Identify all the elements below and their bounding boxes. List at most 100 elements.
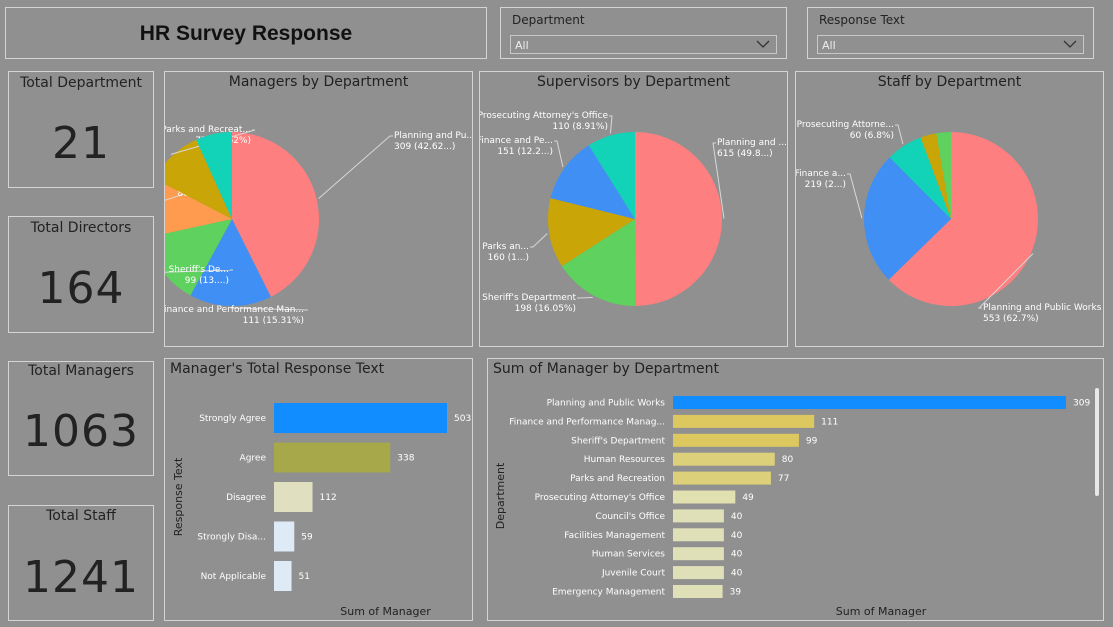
kpi-value: 164 [37, 263, 125, 314]
kpi-total-department: Total Department 21 [8, 71, 154, 188]
pie-leader-line [554, 140, 564, 167]
response-text-dropdown-value: All [822, 39, 836, 52]
pie-slice-value-label: 99 (13....) [185, 276, 229, 286]
data-label: 49 [742, 493, 754, 503]
scrollbar[interactable] [1095, 388, 1099, 496]
data-label: 338 [397, 454, 414, 464]
pie-slice[interactable] [165, 139, 232, 219]
dashboard-title: HR Survey Response [139, 22, 353, 45]
bar[interactable] [673, 433, 799, 447]
department-slicer: Department All [500, 7, 787, 59]
bar[interactable] [673, 414, 815, 428]
pie-slice[interactable] [165, 179, 232, 238]
chart-title: Supervisors by Department [537, 74, 730, 90]
pie-slice[interactable] [561, 219, 636, 306]
bar-chart: Strongly Agree 503 Agree 338 Disagree 112 Stro… [172, 403, 471, 618]
bar[interactable] [274, 561, 292, 591]
pie-leader-line [318, 135, 393, 199]
pie-slice-label: Planning and Public Works [983, 303, 1102, 313]
pie-slice[interactable] [635, 132, 722, 306]
title-card: HR Survey Response [5, 7, 487, 59]
manager-total-response-text-chart[interactable]: Manager's Total Response Text Strongly A… [164, 358, 473, 621]
bar[interactable] [673, 509, 724, 523]
y-axis-label: Department [494, 462, 507, 529]
pie-slice-label: Sheriff's Department [482, 293, 576, 303]
bar[interactable] [673, 585, 723, 598]
chevron-down-icon [1063, 40, 1077, 48]
pie-slice-label: Finance a... [796, 169, 846, 179]
x-axis-label: Sum of Manager [836, 605, 927, 618]
bar-chart: Planning and Public Works 309 Finance and … [494, 396, 1090, 618]
pie-slice-value-label: 160 (1...) [488, 253, 529, 263]
bar[interactable] [274, 403, 447, 433]
pie-slice[interactable] [864, 157, 951, 280]
pie-slice[interactable] [550, 145, 635, 219]
bar[interactable] [673, 490, 736, 504]
kpi-value: 1063 [23, 406, 139, 457]
pie-slice-value-label: 198 (16.05%) [515, 304, 576, 314]
y-axis-label: Response Text [172, 457, 185, 536]
pie-leader-line [977, 253, 1034, 309]
pie-slice[interactable] [936, 132, 951, 219]
category-label: Human Services [592, 550, 666, 560]
pie-slice[interactable] [548, 198, 635, 267]
data-label: 59 [301, 533, 313, 543]
category-label: Not Applicable [201, 572, 267, 582]
data-label: 40 [731, 569, 743, 579]
managers-by-department-chart[interactable]: Managers by Department Planning and Pu..… [164, 71, 473, 347]
staff-by-department-chart[interactable]: Staff by Department Planning and Public … [795, 71, 1104, 347]
kpi-total-managers: Total Managers 1063 [8, 361, 154, 476]
pie-leader-line [170, 129, 256, 155]
pie-slice[interactable] [920, 133, 951, 219]
department-dropdown-value: All [515, 39, 529, 52]
bar[interactable] [673, 528, 724, 542]
category-label: Juvenile Court [601, 569, 666, 579]
supervisors-by-department-chart[interactable]: Supervisors by Department Planning and .… [479, 71, 788, 347]
bar[interactable] [673, 452, 775, 466]
category-label: Sheriff's Department [571, 436, 665, 446]
bar[interactable] [274, 521, 295, 552]
department-dropdown[interactable]: All [510, 35, 777, 54]
pie-slice[interactable] [588, 132, 635, 219]
pie-slice[interactable] [165, 219, 232, 296]
pie-slice[interactable] [888, 132, 1038, 306]
pie-slice-value-label: 309 (42.62...) [394, 142, 455, 152]
bar[interactable] [274, 482, 313, 512]
department-slicer-label: Department [512, 13, 585, 27]
pie-slice-label: Parks an... [482, 242, 529, 252]
data-label: 112 [320, 493, 337, 503]
chart-title: Sum of Manager by Department [493, 361, 719, 377]
data-label: 80 [782, 455, 794, 465]
bar[interactable] [673, 547, 724, 561]
pie-chart: Planning and Pu...309 (42.62...) Finance … [165, 125, 472, 326]
pie-slice-value-label: 110 (8.91%) [552, 122, 608, 132]
pie-slice[interactable] [232, 132, 319, 297]
response-text-dropdown[interactable]: All [817, 35, 1084, 54]
category-label: Emergency Management [552, 588, 665, 598]
bar[interactable] [274, 442, 391, 473]
category-label: Prosecuting Attorney's Office [535, 493, 666, 503]
pie-slice[interactable] [190, 219, 271, 306]
category-label: Agree [240, 454, 267, 464]
sum-of-manager-by-department-chart[interactable]: Sum of Manager by Department Planning an… [487, 358, 1104, 621]
pie-slice-label: Finance and Pe... [480, 136, 553, 146]
kpi-total-staff: Total Staff 1241 [8, 505, 154, 621]
bar[interactable] [673, 566, 724, 580]
pie-slice-label: Prosecuting Attorney's Office [480, 111, 608, 121]
kpi-label: Total Staff [46, 508, 116, 524]
data-label: 111 [821, 417, 838, 427]
chart-title: Staff by Department [877, 74, 1022, 90]
bar[interactable] [673, 396, 1066, 409]
category-label: Disagree [226, 493, 266, 503]
pie-slice-value-label: 553 (62.7%) [983, 314, 1039, 324]
pie-slice[interactable] [196, 132, 232, 219]
pie-slice[interactable] [889, 137, 951, 219]
category-label: Finance and Performance Manag... [509, 417, 665, 427]
pie-slice-value-label: 615 (49.8...) [717, 149, 773, 159]
category-label: Human Resources [584, 455, 666, 465]
pie-chart: Planning and ...615 (49.8...) Sheriff's D… [480, 111, 787, 314]
bar[interactable] [673, 471, 771, 485]
pie-leader-line [609, 115, 613, 134]
category-label: Facilities Management [564, 531, 665, 541]
